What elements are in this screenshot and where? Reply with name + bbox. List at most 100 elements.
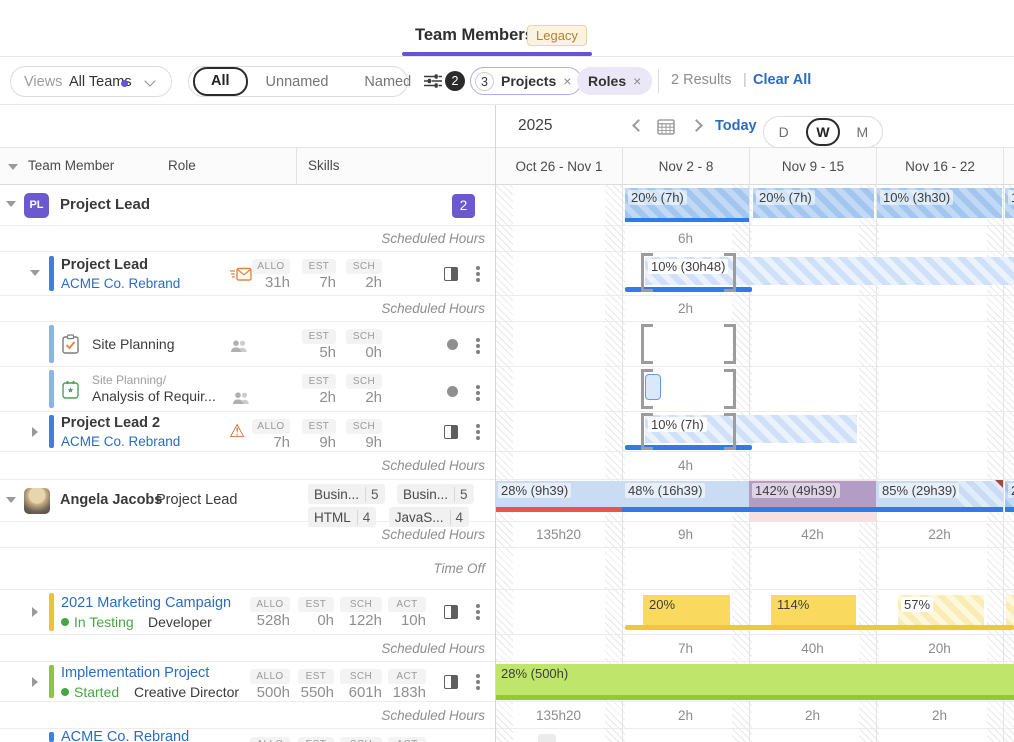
kebab-menu-icon[interactable] — [476, 391, 480, 395]
calendar-icon[interactable] — [657, 118, 675, 140]
assignees-icon[interactable] — [232, 391, 251, 409]
member-row-project-lead-2[interactable]: Project Lead 2 ACME Co. Rebrand ⚠ ALLO 7… — [0, 412, 1014, 452]
zoom-day[interactable]: D — [778, 124, 789, 140]
member-row-angela-jacobs[interactable]: Angela Jacobs Project Lead Busin... 5 Bus… — [0, 480, 1014, 527]
bar-label: 28% (9h39) — [498, 483, 572, 498]
kebab-menu-icon[interactable] — [476, 344, 480, 348]
segment-named[interactable]: Named — [364, 73, 412, 90]
utilization-bar[interactable]: 20% — [643, 595, 730, 625]
collapse-icon[interactable] — [30, 270, 40, 276]
tab-team-members[interactable]: Team Members — [415, 26, 534, 44]
expand-icon[interactable] — [32, 677, 38, 687]
project-status: Started — [74, 684, 120, 700]
task-name: Analysis of Requir... — [92, 388, 216, 404]
selection-bracket-left[interactable] — [641, 324, 653, 364]
project-link[interactable]: ACME Co. Rebrand — [61, 276, 181, 291]
next-period-icon[interactable] — [690, 119, 703, 132]
member-role: Project Lead — [156, 492, 238, 508]
scheduled-value: 2h — [677, 301, 694, 316]
utilization-bar[interactable]: 48% (16h39) — [622, 481, 749, 512]
allocation-line[interactable] — [625, 287, 752, 292]
selection-bracket-left[interactable] — [641, 413, 653, 450]
planned-allocation-bar[interactable]: 10% (7h) — [645, 415, 857, 443]
planned-utilization-bar[interactable]: 57% — [898, 595, 984, 625]
utilization-bar[interactable]: 28% (9h39) — [495, 481, 622, 512]
member-row-project-lead[interactable]: Project Lead ACME Co. Rebrand ALLO 31h E… — [0, 252, 1014, 296]
views-dropdown[interactable]: Views All Teams — [10, 66, 172, 97]
sch-label: SCH — [340, 597, 382, 612]
allocation-stub[interactable] — [538, 734, 556, 742]
utilization-bar[interactable]: 85% (29h39) — [876, 481, 1003, 512]
bar-label: 20% — [649, 597, 676, 612]
group-row-project-lead[interactable]: PL Project Lead 2 20% (7h) 20% (7h) 10% … — [0, 185, 1014, 226]
sch-value: 0h — [365, 344, 382, 361]
member-name: Angela Jacobs — [60, 492, 163, 508]
notification-send-icon[interactable] — [230, 267, 252, 287]
utilization-bar[interactable]: 28% (500h) — [495, 664, 1014, 700]
assignees-icon[interactable] — [230, 339, 249, 357]
scheduled-value: 20h — [928, 641, 951, 656]
project-row-marketing-campaign[interactable]: 2021 Marketing Campaign In Testing Devel… — [0, 590, 1014, 635]
subtask-icon — [62, 380, 79, 404]
utilization-bar[interactable]: 114% — [771, 595, 856, 625]
planned-utilization-bar[interactable] — [1006, 595, 1014, 625]
status-dot[interactable] — [447, 339, 458, 350]
collapse-icon[interactable] — [6, 201, 16, 207]
project-link[interactable]: ACME Co. Rebrand — [61, 434, 181, 449]
allocation-stub[interactable] — [645, 374, 661, 400]
open-panel-icon[interactable] — [444, 605, 458, 619]
segment-unnamed[interactable]: Unnamed — [265, 73, 329, 90]
task-row-analysis[interactable]: Site Planning/ Analysis of Requir... EST… — [0, 367, 1014, 412]
utilization-bar[interactable]: 20% (7h) — [625, 188, 749, 222]
utilization-bar[interactable]: 2 — [1005, 481, 1014, 512]
projects-chip-count: 3 — [475, 71, 494, 91]
kebab-menu-icon[interactable] — [476, 430, 480, 434]
task-row-site-planning[interactable]: Site Planning EST 5h SCH 0h — [0, 322, 1014, 367]
project-row-implementation[interactable]: Implementation Project Started Creative … — [0, 662, 1014, 702]
skills-row: Busin... 5 Busin... 5 — [308, 484, 482, 504]
open-panel-icon[interactable] — [444, 267, 458, 281]
zoom-month[interactable]: M — [856, 124, 869, 140]
open-panel-icon[interactable] — [444, 675, 458, 689]
roles-filter-chip[interactable]: Roles × — [577, 67, 653, 95]
utilization-bar[interactable]: 20% (7h) — [753, 188, 874, 218]
utilization-bar[interactable]: 1 — [1005, 188, 1014, 218]
project-link[interactable]: 2021 Marketing Campaign — [61, 595, 232, 611]
kebab-menu-icon[interactable] — [476, 610, 480, 614]
selection-bracket-left[interactable] — [641, 369, 653, 409]
selection-bracket-right[interactable] — [724, 324, 736, 364]
today-button[interactable]: Today — [715, 118, 757, 134]
prev-period-icon[interactable] — [632, 119, 645, 132]
selection-bracket-right[interactable] — [724, 413, 736, 450]
utilization-bar[interactable]: 10% (3h30) — [877, 188, 1002, 218]
selection-bracket-left[interactable] — [641, 253, 653, 292]
selection-bracket-right[interactable] — [724, 369, 736, 409]
skill-level: 4 — [356, 509, 370, 525]
utilization-bar-overallocated[interactable]: 142% (49h39) — [749, 481, 876, 512]
expand-icon[interactable] — [32, 607, 38, 617]
expand-icon[interactable] — [32, 427, 38, 437]
status-dot[interactable] — [447, 386, 458, 397]
kebab-menu-icon[interactable] — [476, 272, 480, 276]
projects-filter-chip[interactable]: 3 Projects × — [470, 67, 583, 95]
close-icon[interactable]: × — [563, 73, 572, 89]
project-link[interactable]: Implementation Project — [61, 665, 210, 681]
col-team-member[interactable]: Team Member — [28, 158, 115, 173]
filters-icon[interactable] — [424, 74, 442, 93]
close-icon[interactable]: × — [633, 73, 642, 89]
segment-all[interactable]: All — [193, 67, 248, 96]
allocation-line[interactable] — [625, 445, 752, 450]
project-link[interactable]: ACME Co. Rebrand — [61, 729, 190, 742]
clear-all-link[interactable]: Clear All — [753, 72, 812, 88]
collapse-icon[interactable] — [6, 497, 16, 503]
kebab-menu-icon[interactable] — [476, 680, 480, 684]
col-role[interactable]: Role — [168, 158, 196, 173]
act-label: ACT — [388, 737, 426, 742]
col-skills[interactable]: Skills — [308, 158, 340, 173]
zoom-week[interactable]: W — [805, 118, 840, 146]
open-panel-icon[interactable] — [444, 425, 458, 439]
collapse-all-icon[interactable] — [8, 164, 18, 170]
selection-bracket-right[interactable] — [724, 253, 736, 292]
project-row-acme-partial[interactable]: ACME Co. Rebrand ALLO EST SCH ACT — [0, 729, 1014, 742]
planned-allocation-bar[interactable]: 10% (30h48) — [645, 257, 1014, 285]
